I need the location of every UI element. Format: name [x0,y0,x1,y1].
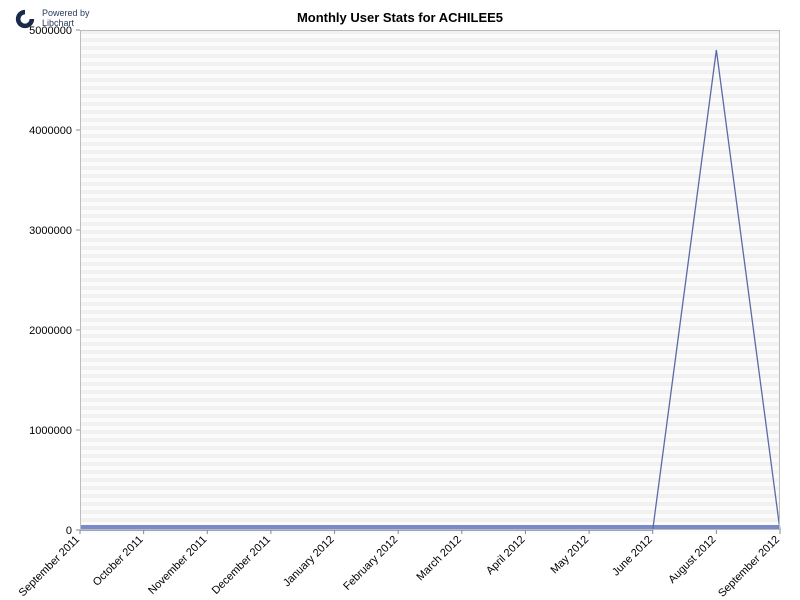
y-tick-label: 4000000 [29,125,72,137]
y-tick-label: 1000000 [29,425,72,437]
x-tick-label: February 2012 [341,534,400,593]
x-tick-label: September 2011 [17,534,82,599]
line-chart: 010000002000000300000040000005000000Sept… [80,30,780,530]
y-tick-label: 2000000 [29,325,72,337]
chart-title: Monthly User Stats for ACHILEE5 [0,10,800,25]
x-tick-label: January 2012 [281,534,337,590]
x-tick-label: November 2011 [146,534,209,597]
y-tick-label: 3000000 [29,225,72,237]
x-tick-label: December 2011 [210,534,273,597]
x-tick-label: June 2012 [610,534,655,579]
x-tick-label: March 2012 [414,534,464,584]
x-tick-label: August 2012 [666,534,718,586]
x-tick-label: September 2012 [716,534,782,600]
x-tick-label: October 2011 [91,534,146,589]
x-tick-label: April 2012 [484,534,528,578]
x-tick-label: May 2012 [549,534,592,577]
y-tick-label: 5000000 [29,25,72,37]
